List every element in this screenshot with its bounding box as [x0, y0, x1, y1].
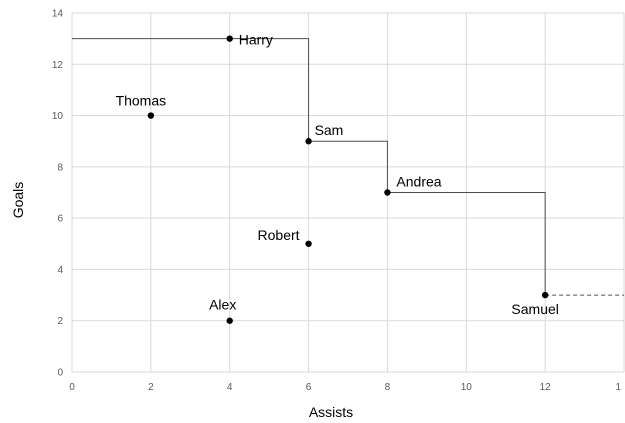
point-label-alex: Alex — [209, 297, 236, 313]
x-tick-label: 2 — [148, 382, 154, 393]
point-label-robert: Robert — [258, 227, 300, 243]
x-axis-ticks: 0 2 4 6 8 10 12 1 — [69, 382, 621, 393]
data-point-samuel — [541, 291, 549, 299]
data-point-sam — [305, 138, 312, 145]
frontier-step-line — [72, 38, 624, 296]
frontier-step-path — [72, 38, 546, 296]
point-label-harry: Harry — [239, 32, 273, 48]
data-point-harry — [226, 35, 233, 42]
x-tick-label: 4 — [227, 382, 233, 393]
x-axis-title: Assists — [309, 404, 353, 420]
y-tick-label: 14 — [52, 9, 64, 20]
x-tick-label: 6 — [306, 382, 312, 393]
data-points: Harry Thomas Sam Andrea Robert Alex Samuel — [116, 32, 559, 324]
x-tick-label: 0 — [69, 382, 75, 393]
y-tick-label: 0 — [57, 368, 63, 379]
point-label-thomas: Thomas — [116, 93, 167, 109]
point-label-samuel: Samuel — [511, 301, 558, 317]
data-point-thomas — [147, 112, 155, 119]
y-tick-label: 12 — [52, 60, 64, 71]
data-point-alex — [226, 317, 233, 324]
x-tick-label: 10 — [461, 382, 473, 393]
y-tick-label: 2 — [57, 316, 63, 327]
x-tick-label: 1 — [615, 382, 621, 393]
y-tick-label: 4 — [57, 265, 63, 276]
data-point-robert — [305, 240, 312, 247]
x-tick-label: 12 — [540, 382, 552, 393]
y-axis-ticks: 0 2 4 6 8 10 12 14 — [52, 9, 64, 379]
y-tick-label: 10 — [52, 111, 64, 122]
x-tick-label: 8 — [385, 382, 391, 393]
point-label-sam: Sam — [315, 122, 344, 138]
y-tick-label: 6 — [57, 214, 63, 225]
data-point-andrea — [384, 189, 391, 196]
point-label-andrea: Andrea — [396, 174, 441, 190]
y-tick-label: 8 — [57, 162, 63, 173]
y-axis-title: Goals — [10, 182, 26, 219]
